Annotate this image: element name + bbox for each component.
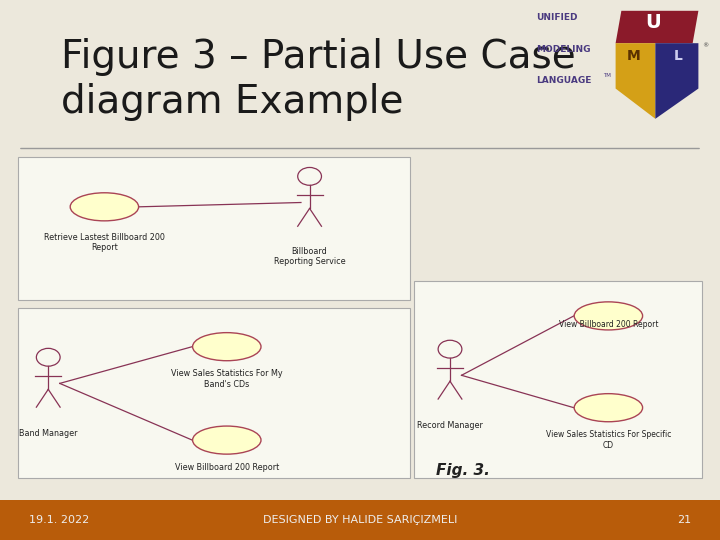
Bar — [18, 308, 410, 478]
Polygon shape — [655, 43, 698, 119]
Text: Figure 3 – Partial Use Case
diagram Example: Figure 3 – Partial Use Case diagram Exam… — [61, 38, 576, 122]
Text: Retrieve Lastest Billboard 200
Report: Retrieve Lastest Billboard 200 Report — [44, 233, 165, 252]
Text: View Sales Statistics For Specific
CD: View Sales Statistics For Specific CD — [546, 430, 671, 450]
Ellipse shape — [575, 302, 643, 330]
Bar — [18, 157, 410, 300]
Text: 21: 21 — [677, 515, 691, 525]
Text: Record Manager: Record Manager — [417, 421, 483, 430]
Text: L: L — [673, 49, 682, 63]
Text: View Billboard 200 Report: View Billboard 200 Report — [175, 463, 279, 472]
Bar — [0, 500, 720, 540]
Ellipse shape — [193, 333, 261, 361]
Text: M: M — [627, 49, 641, 63]
Polygon shape — [616, 11, 698, 43]
Bar — [414, 281, 702, 478]
Polygon shape — [616, 43, 655, 119]
Ellipse shape — [193, 426, 261, 454]
Text: Billboard
Reporting Service: Billboard Reporting Service — [274, 247, 346, 266]
Text: LANGUAGE: LANGUAGE — [536, 76, 592, 85]
Text: Band Manager: Band Manager — [19, 429, 78, 438]
Text: ®: ® — [702, 43, 708, 48]
Ellipse shape — [70, 193, 138, 221]
Text: DESIGNED BY HALIDE SARIÇIZMELI: DESIGNED BY HALIDE SARIÇIZMELI — [263, 515, 457, 525]
Text: View Billboard 200 Report: View Billboard 200 Report — [559, 320, 658, 329]
Ellipse shape — [575, 394, 643, 422]
Text: UNIFIED: UNIFIED — [536, 14, 578, 23]
Text: U: U — [645, 13, 661, 32]
Text: Fig. 3.: Fig. 3. — [436, 463, 490, 478]
Text: MODELING: MODELING — [536, 45, 591, 54]
Text: TM: TM — [603, 73, 611, 78]
Text: View Sales Statistics For My
Band's CDs: View Sales Statistics For My Band's CDs — [171, 369, 283, 389]
Text: 19.1. 2022: 19.1. 2022 — [29, 515, 89, 525]
